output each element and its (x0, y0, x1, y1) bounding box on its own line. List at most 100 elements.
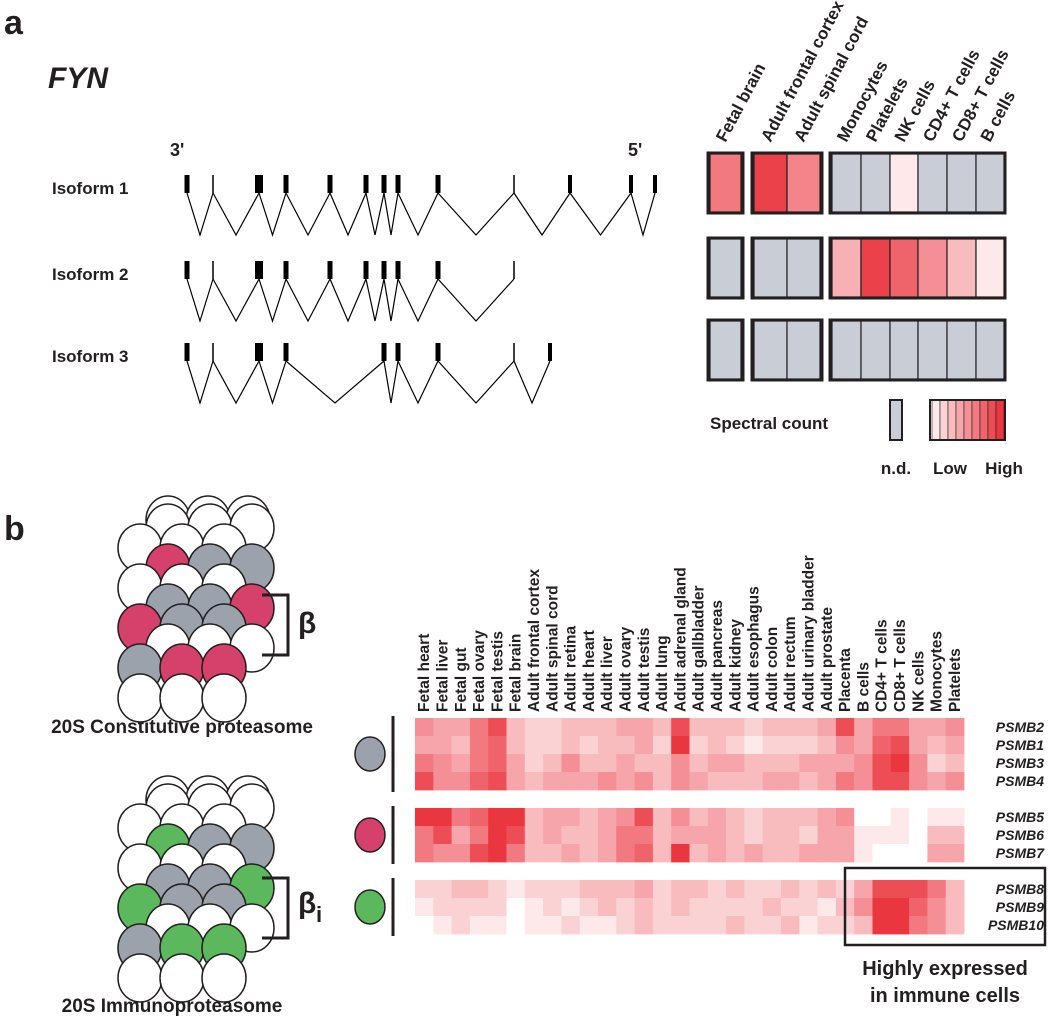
heatmap-cell (671, 754, 690, 773)
heatmap-cell (762, 736, 782, 755)
heatmap-cell (524, 754, 544, 773)
intron (437, 278, 515, 322)
intron (365, 278, 385, 322)
heatmap-cell (781, 754, 800, 773)
exon (184, 261, 190, 279)
heatmap-cell (634, 898, 654, 917)
heatmap-cell (652, 736, 672, 755)
gene-label: PSMB1 (996, 737, 1044, 753)
exon (548, 343, 552, 361)
heatmap-cell (671, 718, 690, 737)
exon (212, 343, 214, 361)
heatmap-cell (634, 754, 654, 773)
heatmap-cell (872, 754, 892, 773)
heatmap-cell (616, 844, 635, 863)
heatmap-cell (860, 320, 891, 380)
heatmap-cell (598, 772, 617, 791)
heatmap-cell (707, 880, 727, 899)
heatmap-cell (707, 754, 727, 773)
heatmap-cell (854, 754, 873, 773)
heatmap-cell (671, 772, 690, 791)
legend-swatch (971, 399, 981, 441)
heatmap-cell (860, 238, 891, 298)
heatmap-cell (817, 880, 837, 899)
heatmap-cell (598, 736, 617, 755)
prime-label: 3' (170, 140, 184, 160)
heatmap-cell (872, 772, 892, 791)
tissue-label: Adult rectum (782, 616, 799, 712)
heatmap-cell (753, 320, 788, 380)
legend-label: High (985, 459, 1023, 478)
heatmap-cell (451, 880, 471, 899)
exon (435, 343, 441, 361)
heatmap-cell (762, 808, 782, 827)
intron (513, 360, 551, 405)
heatmap-cell (469, 754, 489, 773)
heatmap-cell (927, 772, 947, 791)
intron (258, 278, 287, 323)
heatmap-cell (945, 916, 965, 935)
gene-label: PSMB3 (996, 755, 1044, 771)
heatmap-cell (744, 844, 764, 863)
heatmap-cell (946, 153, 977, 213)
heatmap-cell (579, 844, 599, 863)
heatmap-cell (579, 772, 599, 791)
heatmap-cell (543, 898, 562, 917)
heatmap-cell (451, 826, 471, 845)
panel-label: a (4, 4, 24, 42)
legend-frame (929, 399, 1006, 441)
heatmap-cell (854, 772, 873, 791)
heatmap-cell (945, 844, 965, 863)
heatmap-cell (488, 880, 507, 899)
heatmap-cell (561, 772, 581, 791)
heatmap-cell (753, 153, 788, 213)
heatmap-cell (744, 826, 764, 845)
legend-swatch (955, 399, 965, 441)
heatmap-cell (831, 320, 862, 380)
heatmap-cell (579, 754, 599, 773)
heatmap-cell (872, 916, 892, 935)
tissue-label: Monocytes (929, 631, 946, 712)
heatmap-cell (890, 772, 910, 791)
heatmap-cell (616, 826, 635, 845)
heatmap-cell (506, 718, 526, 737)
heatmap-cell (835, 736, 855, 755)
tissue-label: Adult esophagus (746, 586, 763, 712)
group-frame (828, 236, 1007, 300)
annotation: in immune cells (870, 985, 1020, 1007)
tissue-label: CD8+ T cells (892, 619, 909, 712)
heatmap-cell (781, 736, 800, 755)
heatmap-cell (927, 736, 947, 755)
heatmap-cell (469, 808, 489, 827)
exon (255, 261, 263, 279)
heatmap-cell (561, 826, 581, 845)
heatmap-cell (909, 826, 928, 845)
tissue-label: Adult retina (563, 626, 580, 712)
heatmap-cell (652, 718, 672, 737)
heatmap-cell (854, 844, 873, 863)
heatmap-cell (945, 754, 965, 773)
heatmap-cell (671, 916, 690, 935)
heatmap-cell (451, 844, 471, 863)
heatmap-cell (786, 320, 821, 380)
heatmap-cell (927, 880, 947, 899)
heatmap-cell (616, 898, 635, 917)
tissue-label: Fetal testis (489, 631, 506, 712)
heatmap-cell (469, 772, 489, 791)
heatmap-cell (524, 844, 544, 863)
heatmap-cell (726, 844, 745, 863)
heatmap-cell (707, 844, 727, 863)
intron (365, 192, 385, 236)
heatmap-cell (616, 736, 635, 755)
heatmap-cell (854, 880, 873, 899)
heatmap-cell (433, 808, 452, 827)
heatmap-cell (506, 898, 526, 917)
heatmap-cell (927, 916, 947, 935)
heatmap-cell (854, 736, 873, 755)
exon (395, 175, 401, 193)
heatmap-cell (945, 736, 965, 755)
tissue-label: Adult lung (654, 635, 671, 712)
heatmap-cell (946, 320, 977, 380)
tissue-label: Adult prostate (819, 607, 836, 712)
heatmap-cell (543, 808, 562, 827)
